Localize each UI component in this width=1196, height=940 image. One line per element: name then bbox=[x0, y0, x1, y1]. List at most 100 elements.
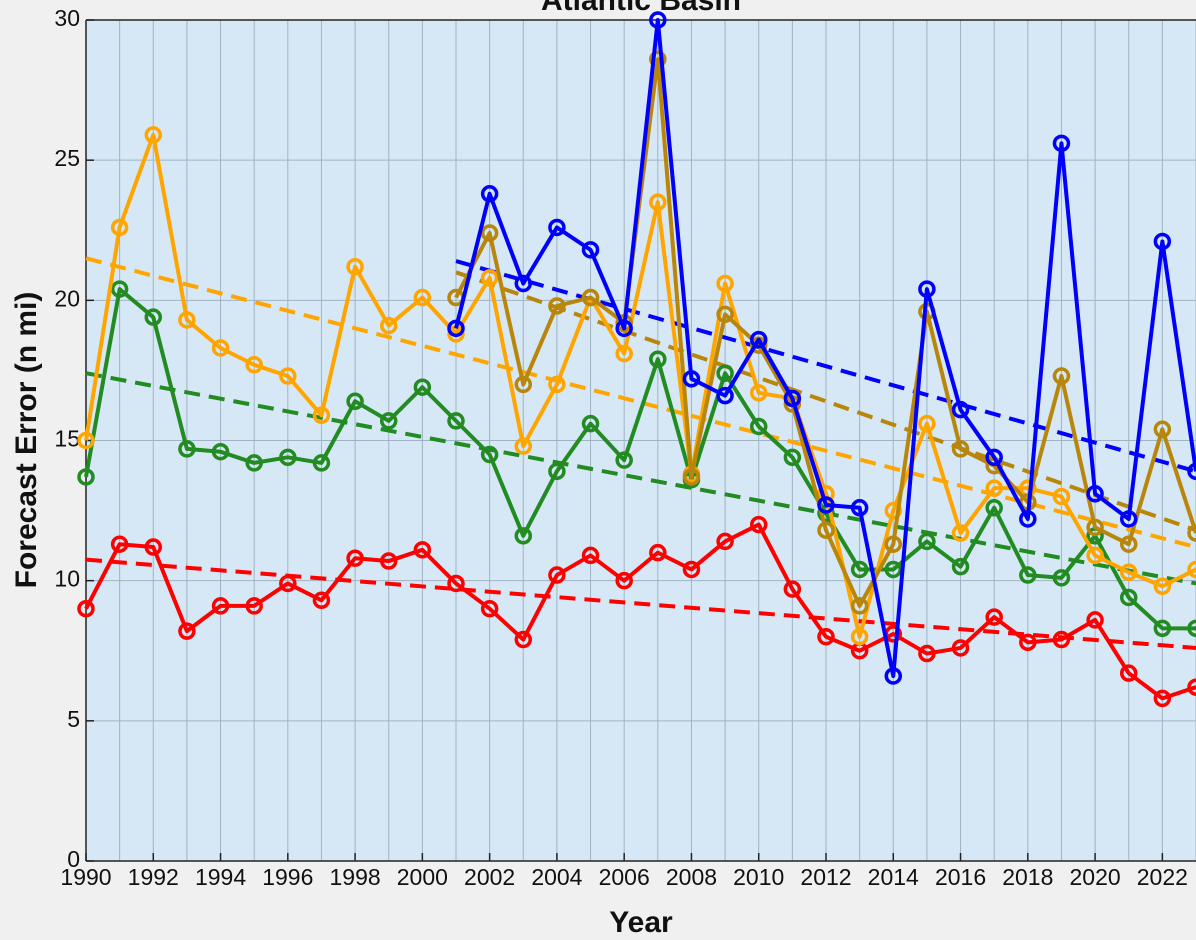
point-marker bbox=[1119, 563, 1138, 582]
point-marker bbox=[514, 437, 533, 455]
point-marker bbox=[480, 185, 499, 203]
x-tick-label: 2004 bbox=[531, 864, 582, 890]
point-marker bbox=[480, 599, 499, 618]
point-marker bbox=[985, 479, 1003, 497]
point-marker bbox=[110, 218, 129, 237]
point-marker bbox=[884, 560, 903, 579]
point-marker bbox=[581, 414, 600, 433]
series-line bbox=[84, 522, 1196, 701]
x-tick-label: 1998 bbox=[330, 864, 381, 890]
point-marker bbox=[514, 527, 533, 545]
point-marker bbox=[1187, 619, 1196, 638]
trend-line bbox=[455, 270, 1196, 533]
point-marker bbox=[346, 549, 364, 567]
point-marker bbox=[1086, 546, 1104, 565]
point-marker bbox=[1086, 485, 1104, 503]
point-marker bbox=[379, 552, 398, 570]
series-line bbox=[454, 18, 1196, 678]
point-marker bbox=[817, 496, 835, 514]
point-marker bbox=[144, 538, 163, 556]
series-line bbox=[84, 287, 1196, 631]
point-marker bbox=[850, 499, 869, 517]
point-marker bbox=[749, 330, 768, 349]
x-tick-label: 2020 bbox=[1070, 864, 1121, 890]
point-marker bbox=[716, 274, 734, 293]
point-marker bbox=[716, 386, 734, 405]
point-marker bbox=[884, 501, 903, 520]
point-marker bbox=[211, 597, 230, 615]
point-marker bbox=[110, 280, 129, 298]
point-marker bbox=[716, 364, 734, 382]
point-marker bbox=[312, 454, 331, 472]
point-marker bbox=[716, 305, 734, 324]
trend-line bbox=[455, 259, 1196, 474]
point-marker bbox=[77, 599, 95, 618]
point-marker bbox=[514, 375, 533, 394]
trend-line bbox=[85, 557, 1196, 650]
point-marker bbox=[1119, 588, 1138, 607]
point-marker bbox=[1052, 569, 1071, 587]
point-marker bbox=[1019, 510, 1037, 528]
point-marker bbox=[985, 499, 1003, 517]
point-marker bbox=[649, 350, 667, 368]
point-marker bbox=[783, 389, 802, 408]
point-marker bbox=[514, 630, 533, 649]
point-marker bbox=[1187, 462, 1196, 481]
point-marker bbox=[951, 639, 970, 657]
point-marker bbox=[615, 319, 633, 338]
y-tick-label: 30 bbox=[54, 5, 80, 31]
point-marker bbox=[951, 400, 970, 419]
x-tick-label: 1992 bbox=[128, 864, 179, 890]
point-marker bbox=[548, 566, 566, 584]
point-marker bbox=[1052, 367, 1071, 385]
point-marker bbox=[615, 451, 633, 469]
point-marker bbox=[850, 627, 869, 646]
y-tick-label: 20 bbox=[54, 285, 80, 311]
x-tick-label: 1994 bbox=[195, 864, 246, 890]
point-marker bbox=[413, 541, 432, 559]
x-tick-label: 2018 bbox=[1002, 864, 1053, 890]
point-marker bbox=[749, 417, 768, 436]
point-marker bbox=[1153, 232, 1172, 251]
point-marker bbox=[649, 543, 667, 562]
point-marker bbox=[480, 224, 499, 242]
point-marker bbox=[951, 440, 970, 458]
point-marker bbox=[918, 280, 936, 298]
point-marker bbox=[716, 532, 734, 551]
point-marker bbox=[817, 521, 835, 539]
point-marker bbox=[581, 546, 600, 565]
point-marker bbox=[783, 580, 802, 598]
point-marker bbox=[1153, 689, 1172, 708]
point-marker bbox=[884, 667, 903, 685]
point-marker bbox=[682, 560, 701, 579]
point-marker bbox=[447, 412, 465, 430]
point-marker bbox=[548, 462, 566, 481]
point-marker bbox=[312, 406, 331, 425]
x-tick-label: 2016 bbox=[935, 864, 986, 890]
point-marker bbox=[1019, 633, 1037, 652]
point-marker bbox=[1119, 535, 1138, 553]
point-marker bbox=[1153, 420, 1172, 439]
point-marker bbox=[548, 297, 566, 315]
point-marker bbox=[749, 384, 768, 402]
point-marker bbox=[985, 448, 1003, 467]
point-marker bbox=[918, 532, 936, 551]
point-marker bbox=[817, 627, 835, 646]
point-marker bbox=[178, 311, 196, 329]
point-marker bbox=[850, 597, 869, 615]
point-marker bbox=[279, 448, 297, 467]
point-marker bbox=[279, 574, 297, 593]
point-marker bbox=[1019, 566, 1037, 584]
point-marker bbox=[413, 288, 432, 307]
point-marker bbox=[1052, 630, 1071, 649]
point-marker bbox=[480, 269, 499, 287]
point-marker bbox=[77, 431, 95, 450]
point-marker bbox=[548, 218, 566, 237]
point-marker bbox=[312, 591, 331, 610]
point-marker bbox=[783, 448, 802, 467]
y-tick-label: 0 bbox=[67, 846, 80, 872]
point-marker bbox=[682, 468, 701, 486]
point-marker bbox=[480, 445, 499, 464]
point-marker bbox=[211, 442, 230, 461]
point-marker bbox=[211, 339, 230, 357]
